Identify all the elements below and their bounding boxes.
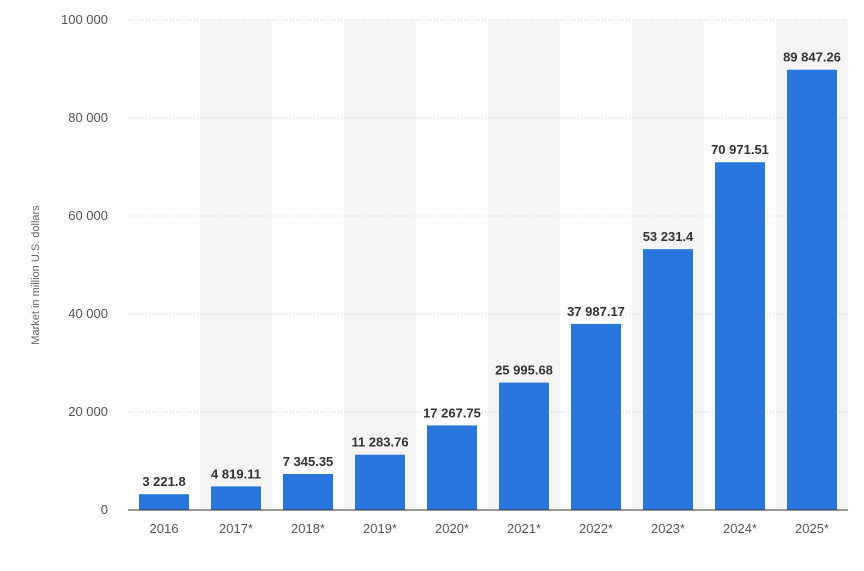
data-label: 37 987.17 [567, 304, 625, 319]
bar-2016 [139, 494, 189, 510]
y-axis-title: Market in million U.S. dollars [30, 205, 42, 345]
data-label: 4 819.11 [211, 466, 261, 481]
y-tick-label: 100 000 [61, 12, 108, 27]
bars [139, 69, 837, 511]
bar-2019 [355, 454, 405, 510]
x-tick-label: 2017* [219, 521, 253, 536]
x-axis-ticks: 2016 2017* 2018* 2019* 2020* 2021* 2022* 2023* 2… [150, 521, 829, 536]
bar-2025 [787, 69, 837, 511]
bar-2022 [571, 323, 621, 510]
bar-2024 [715, 162, 765, 510]
y-tick-label: 40 000 [68, 306, 108, 321]
bar-2017 [211, 486, 261, 510]
data-label: 17 267.75 [423, 405, 481, 420]
data-labels: 3 221.8 4 819.11 7 345.35 11 283.76 17 267.7… [142, 50, 841, 489]
x-tick-label: 2024* [723, 521, 757, 536]
data-label: 70 971.51 [711, 142, 769, 157]
bar-2023 [643, 249, 693, 510]
x-tick-label: 2023* [651, 521, 685, 536]
data-label: 11 283.76 [351, 435, 408, 450]
x-tick-label: 2018* [291, 521, 325, 536]
y-tick-label: 20 000 [68, 404, 108, 419]
bar-2020 [427, 425, 477, 510]
y-tick-label: 60 000 [68, 208, 108, 223]
x-tick-label: 2016 [150, 521, 179, 536]
y-tick-label: 80 000 [68, 110, 108, 125]
band-3 [344, 20, 416, 510]
data-label: 53 231.4 [643, 229, 694, 244]
x-tick-label: 2025* [795, 521, 829, 536]
bar-2021 [499, 382, 549, 510]
data-label: 25 995.68 [495, 363, 553, 378]
y-tick-label: 0 [101, 502, 108, 517]
x-tick-label: 2019* [363, 521, 397, 536]
band-1 [200, 20, 272, 510]
x-tick-label: 2021* [507, 521, 541, 536]
data-label: 89 847.26 [783, 50, 841, 65]
data-label: 7 345.35 [283, 454, 334, 469]
x-tick-label: 2020* [435, 521, 469, 536]
data-label: 3 221.8 [142, 474, 185, 489]
y-axis-ticks: 0 20 000 40 000 60 000 80 000 100 000 [61, 12, 108, 517]
bar-2018 [283, 474, 333, 510]
x-tick-label: 2022* [579, 521, 613, 536]
